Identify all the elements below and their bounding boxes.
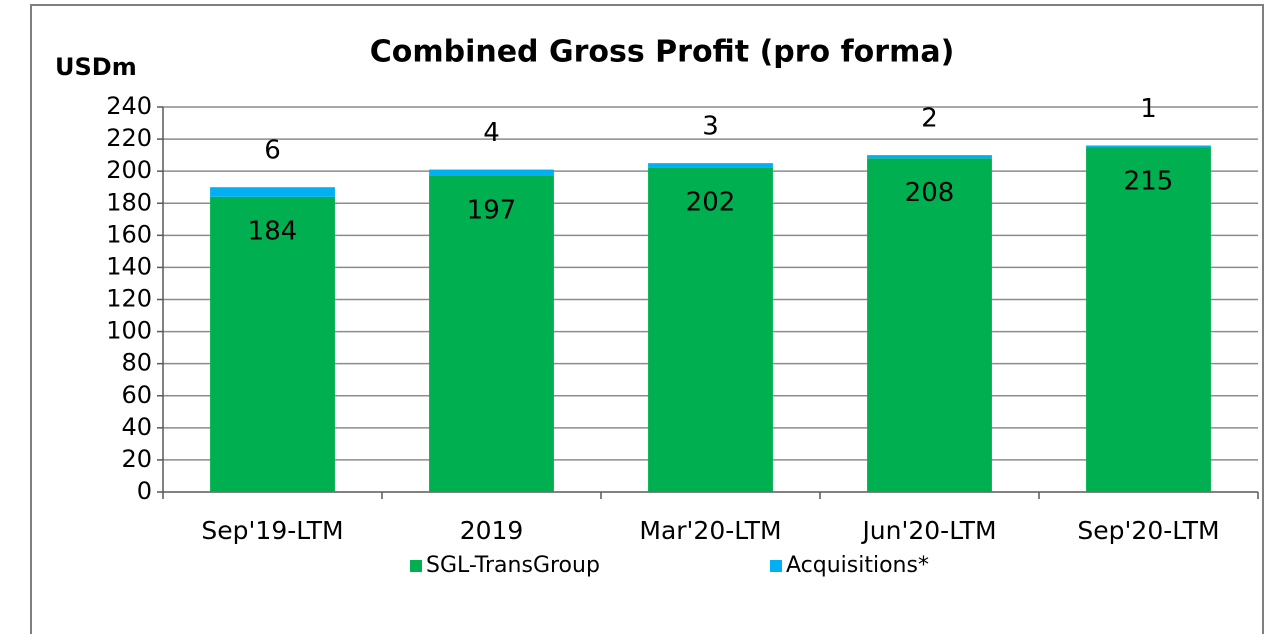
y-tick-label: 180 (106, 188, 152, 216)
x-tick-label: 2019 (460, 516, 524, 545)
bar-segment (429, 175, 554, 492)
bar-segment (1086, 145, 1211, 148)
y-tick-label: 100 (106, 317, 152, 345)
y-tick-label: 20 (121, 445, 152, 473)
bar-segment (867, 158, 992, 493)
data-label: 184 (248, 216, 298, 246)
data-label: 6 (264, 136, 281, 166)
bar-segment (648, 163, 773, 168)
y-axis-label: USDm (55, 53, 137, 81)
y-tick-label: 240 (106, 92, 152, 120)
bar-segment (429, 169, 554, 176)
x-tick-label: Jun'20-LTM (860, 516, 996, 545)
legend-swatch (770, 560, 782, 572)
x-tick-label: Mar'20-LTM (639, 516, 781, 545)
bar-segment (210, 187, 335, 197)
bar-segment (210, 196, 335, 493)
x-tick-label: Sep'20-LTM (1077, 516, 1219, 545)
data-label: 208 (905, 178, 955, 208)
data-label: 1 (1140, 94, 1157, 124)
data-label: 202 (686, 187, 736, 217)
bar-segment (1086, 147, 1211, 492)
y-tick-label: 200 (106, 156, 152, 184)
y-tick-label: 80 (121, 349, 152, 377)
data-label: 4 (483, 118, 500, 148)
y-tick-label: 60 (121, 381, 152, 409)
legend-label: Acquisitions* (786, 553, 929, 578)
data-label: 3 (702, 112, 719, 142)
bar-segment (867, 155, 992, 159)
y-tick-label: 160 (106, 220, 152, 248)
y-tick-label: 0 (137, 477, 152, 505)
y-tick-label: 220 (106, 124, 152, 152)
bar-segment (648, 167, 773, 493)
y-tick-label: 40 (121, 413, 152, 441)
y-tick-label: 120 (106, 285, 152, 313)
data-label: 2 (921, 104, 938, 134)
legend-swatch (410, 560, 422, 572)
x-tick-label: Sep'19-LTM (201, 516, 343, 545)
data-label: 215 (1124, 167, 1174, 197)
chart-border (30, 4, 1264, 634)
y-tick-label: 140 (106, 252, 152, 280)
chart-title: Combined Gross Profit (pro forma) (370, 35, 955, 70)
legend-label: SGL-TransGroup (426, 553, 600, 578)
data-label: 197 (467, 195, 517, 225)
